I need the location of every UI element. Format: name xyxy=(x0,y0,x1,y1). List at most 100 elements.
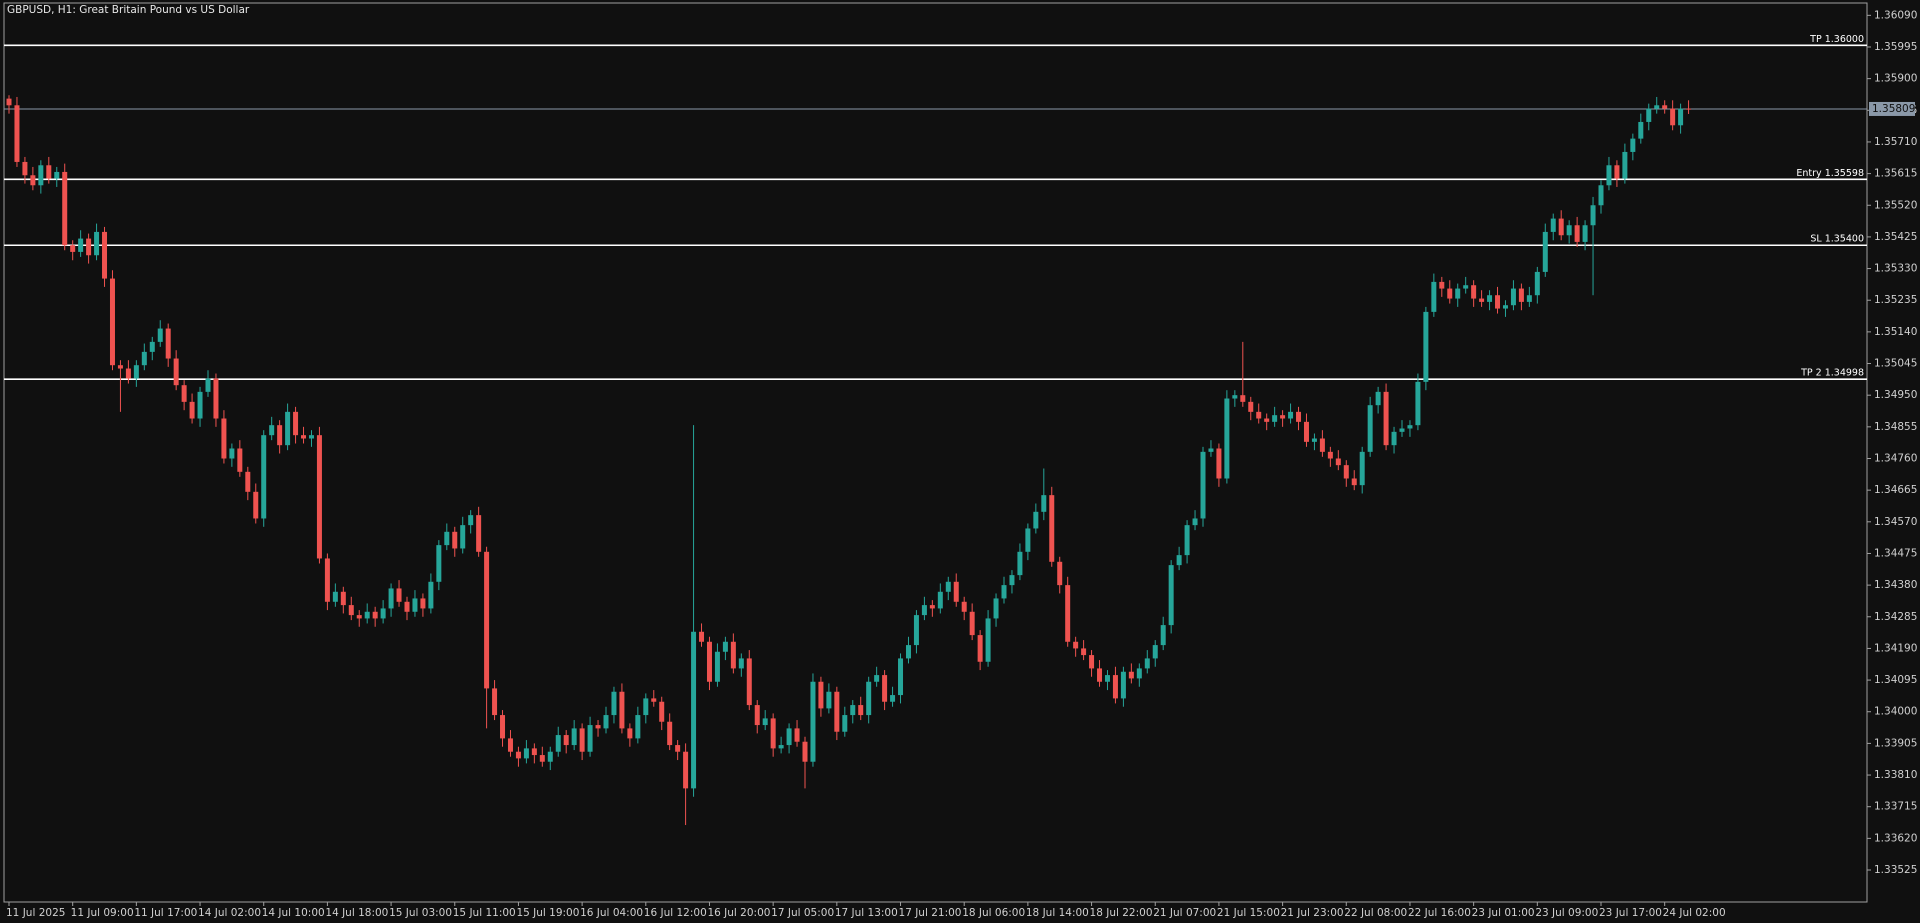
candle-body xyxy=(1216,448,1222,479)
y-tick-label: 1.33525 xyxy=(1874,864,1917,876)
candle-body xyxy=(277,425,283,446)
y-tick-label: 1.34190 xyxy=(1874,642,1917,654)
candle-body xyxy=(1351,478,1357,486)
level-label: SL 1.35400 xyxy=(1810,234,1864,245)
candle-body xyxy=(125,368,131,379)
candle-body xyxy=(699,631,705,642)
y-tick-label: 1.35235 xyxy=(1874,294,1917,306)
candle-body xyxy=(30,175,36,186)
candle-body xyxy=(691,631,697,789)
candle-body xyxy=(436,545,442,582)
candle-body xyxy=(316,435,322,559)
x-tick-label: 11 Jul 09:00 xyxy=(71,907,134,919)
y-tick-label: 1.35330 xyxy=(1874,263,1917,275)
candle-body xyxy=(1057,561,1063,586)
candle-body xyxy=(587,725,593,752)
candle-body xyxy=(786,728,792,746)
candle-body xyxy=(1487,295,1493,302)
y-tick-label: 1.35900 xyxy=(1874,73,1917,85)
candle-body xyxy=(1407,425,1413,429)
x-tick-label: 11 Jul 17:00 xyxy=(134,907,197,919)
x-tick-label: 14 Jul 18:00 xyxy=(325,907,388,919)
candle-body xyxy=(86,238,92,256)
candle-body xyxy=(500,715,506,739)
candle-body xyxy=(1272,415,1278,422)
candle-body xyxy=(165,328,171,359)
y-tick-label: 1.34570 xyxy=(1874,516,1917,528)
candle-body xyxy=(1168,565,1174,626)
candle-body xyxy=(810,681,816,762)
candle-body xyxy=(635,715,641,739)
candle-body xyxy=(468,515,474,526)
candle-body xyxy=(1574,225,1580,242)
candle-body xyxy=(794,728,800,742)
candle-body xyxy=(388,588,394,609)
candle-body xyxy=(38,165,44,186)
candle-body xyxy=(324,558,330,602)
candle-body xyxy=(460,525,466,549)
candle-body xyxy=(237,448,243,472)
candle-body xyxy=(46,165,52,179)
candle-body xyxy=(380,608,386,619)
candle-body xyxy=(683,751,689,789)
candle-body xyxy=(730,641,736,669)
x-tick-label: 22 Jul 16:00 xyxy=(1408,907,1471,919)
candle-body xyxy=(261,435,267,519)
candle-body xyxy=(1542,231,1548,272)
candle-body xyxy=(1582,225,1588,242)
candle-body xyxy=(882,675,888,702)
candle-body xyxy=(929,605,935,609)
candle-body xyxy=(1343,465,1349,479)
candle-body xyxy=(985,618,991,662)
candle-body xyxy=(1264,418,1270,422)
y-tick-label: 1.34665 xyxy=(1874,484,1917,496)
candle-body xyxy=(1152,645,1158,659)
candle-body xyxy=(1598,185,1604,206)
candle-body xyxy=(1447,288,1453,299)
level-label: TP 2 1.34998 xyxy=(1800,368,1864,379)
candle-body xyxy=(348,605,354,616)
candle-body xyxy=(1184,525,1190,556)
candle-body xyxy=(770,718,776,749)
candle-body xyxy=(961,601,967,612)
y-tick-label: 1.35140 xyxy=(1874,326,1917,338)
x-tick-label: 16 Jul 20:00 xyxy=(707,907,770,919)
x-tick-label: 15 Jul 03:00 xyxy=(389,907,452,919)
y-tick-label: 1.33715 xyxy=(1874,801,1917,813)
candle-body xyxy=(1335,458,1341,466)
candle-body xyxy=(221,418,227,459)
candle-body xyxy=(245,471,251,492)
candle-body xyxy=(205,378,211,392)
candle-body xyxy=(1606,165,1612,186)
candle-body xyxy=(1296,411,1302,422)
candle-body xyxy=(1224,398,1230,479)
candle-body xyxy=(977,635,983,662)
candle-body xyxy=(1431,281,1437,312)
candle-body xyxy=(1399,428,1405,432)
candle-body xyxy=(428,581,434,609)
candle-body xyxy=(937,591,943,609)
candle-body xyxy=(1638,121,1644,139)
x-tick-label: 14 Jul 02:00 xyxy=(198,907,261,919)
candle-body xyxy=(1375,391,1381,406)
candle-body xyxy=(1455,288,1461,299)
level-label: TP 1.36000 xyxy=(1809,34,1864,45)
candle-body xyxy=(563,735,569,746)
candle-body xyxy=(1479,298,1485,302)
level-label: Entry 1.35598 xyxy=(1796,168,1864,179)
x-tick-label: 18 Jul 22:00 xyxy=(1090,907,1153,919)
y-tick-label: 1.33905 xyxy=(1874,737,1917,749)
candle-body xyxy=(14,105,20,162)
candle-body xyxy=(6,98,12,106)
candle-body xyxy=(515,751,521,759)
candle-body xyxy=(70,245,76,252)
candle-body xyxy=(722,641,728,652)
candle-body xyxy=(539,755,545,762)
candle-body xyxy=(866,681,872,716)
candle-body xyxy=(778,745,784,749)
y-tick-label: 1.34285 xyxy=(1874,611,1917,623)
x-tick-label: 15 Jul 11:00 xyxy=(453,907,516,919)
y-tick-label: 1.35710 xyxy=(1874,136,1917,148)
